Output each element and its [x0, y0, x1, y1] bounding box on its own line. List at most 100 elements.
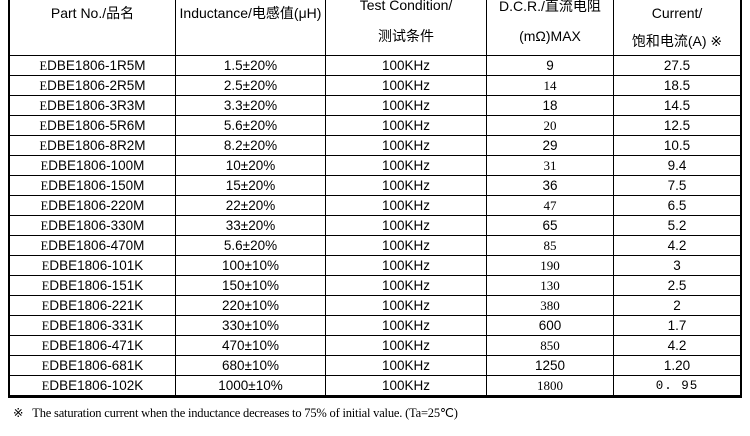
cell-part-number: E DBE1806-2R5M: [10, 76, 176, 96]
table-row: E DBE1806-100M 10±20% 100KHz 31 9.4: [10, 156, 740, 176]
cell-inductance: 150±10%: [176, 276, 326, 296]
table-body: E DBE1806-1R5M 1.5±20% 100KHz 9 27.5 E DBE1806-…: [10, 56, 740, 396]
cell-test-condition: 100KHz: [326, 336, 487, 356]
cell-saturation-current: 1.20: [614, 356, 740, 376]
cell-saturation-current: 27.5: [614, 56, 740, 76]
cell-part-number: E DBE1806-150M: [10, 176, 176, 196]
header-test-condition-label-cn: 测试条件: [378, 28, 434, 44]
cell-dcr: 85: [487, 236, 614, 256]
header-part-no-label: Part No./品名: [50, 5, 135, 21]
table-row: E DBE1806-150M 15±20% 100KHz 36 7.5: [10, 176, 740, 196]
cell-test-condition: 100KHz: [326, 356, 487, 376]
part-number-first-letter: E: [40, 178, 49, 193]
cell-test-condition: 100KHz: [326, 256, 487, 276]
cell-test-condition: 100KHz: [326, 76, 487, 96]
table-row: E DBE1806-101K 100±10% 100KHz 190 3: [10, 256, 740, 276]
cell-part-number: E DBE1806-681K: [10, 356, 176, 376]
cell-dcr: 18: [487, 96, 614, 116]
table-row: E DBE1806-220M 22±20% 100KHz 47 6.5: [10, 196, 740, 216]
part-number-first-letter: E: [39, 98, 48, 113]
cell-test-condition: 100KHz: [326, 56, 487, 76]
cell-dcr: 850: [487, 336, 614, 356]
cell-dcr: 9: [487, 56, 614, 76]
header-cell-current: Current/ 饱和电流(A) ※: [614, 0, 740, 56]
part-number-first-letter: E: [39, 58, 48, 73]
part-number-first-letter: E: [41, 298, 50, 313]
cell-dcr: 47: [487, 196, 614, 216]
header-inductance-label: Inductance/电感值(μH): [179, 5, 322, 21]
cell-dcr: 31: [487, 156, 614, 176]
header-current-label-cn: 饱和电流(A) ※: [631, 33, 723, 49]
cell-dcr: 36: [487, 176, 614, 196]
table-row: E DBE1806-471K 470±10% 100KHz 850 4.2: [10, 336, 740, 356]
part-number-first-letter: E: [40, 158, 49, 173]
inductor-spec-table: Part No./品名 Inductance/电感值(μH) Test Cond…: [8, 0, 742, 398]
header-test-condition-label-en: Test Condition/: [359, 0, 453, 13]
cell-saturation-current: 6.5: [614, 196, 740, 216]
cell-inductance: 470±10%: [176, 336, 326, 356]
cell-inductance: 15±20%: [176, 176, 326, 196]
saturation-current-footnote: ※ The saturation current when the inducta…: [13, 405, 458, 421]
table-row: E DBE1806-681K 680±10% 100KHz 1250 1.20: [10, 356, 740, 376]
part-number-first-letter: E: [41, 338, 50, 353]
cell-test-condition: 100KHz: [326, 156, 487, 176]
part-number-first-letter: E: [41, 318, 50, 333]
table-row: E DBE1806-221K 220±10% 100KHz 380 2: [10, 296, 740, 316]
cell-saturation-current: 2: [614, 296, 740, 316]
part-number-first-letter: E: [39, 138, 48, 153]
cell-part-number: E DBE1806-151K: [10, 276, 176, 296]
cell-dcr: 190: [487, 256, 614, 276]
cell-part-number: E DBE1806-470M: [10, 236, 176, 256]
cell-inductance: 10±20%: [176, 156, 326, 176]
cell-inductance: 220±10%: [176, 296, 326, 316]
header-cell-test-condition: Test Condition/ 测试条件: [326, 0, 487, 56]
cell-test-condition: 100KHz: [326, 96, 487, 116]
cell-inductance: 330±10%: [176, 316, 326, 336]
cell-test-condition: 100KHz: [326, 196, 487, 216]
header-dcr-label-en: D.C.R./直流电阻: [499, 0, 601, 14]
cell-part-number: E DBE1806-221K: [10, 296, 176, 316]
cell-dcr: 130: [487, 276, 614, 296]
cell-saturation-current: 4.2: [614, 236, 740, 256]
cell-test-condition: 100KHz: [326, 376, 487, 396]
cell-test-condition: 100KHz: [326, 136, 487, 156]
cell-test-condition: 100KHz: [326, 116, 487, 136]
cell-inductance: 3.3±20%: [176, 96, 326, 116]
part-number-first-letter: E: [41, 278, 50, 293]
cell-test-condition: 100KHz: [326, 276, 487, 296]
cell-part-number: E DBE1806-330M: [10, 216, 176, 236]
cell-inductance: 680±10%: [176, 356, 326, 376]
cell-dcr: 20: [487, 116, 614, 136]
cell-saturation-current: 10.5: [614, 136, 740, 156]
header-cell-part-no: Part No./品名: [10, 0, 176, 56]
cell-part-number: E DBE1806-331K: [10, 316, 176, 336]
table-row: E DBE1806-2R5M 2.5±20% 100KHz 14 18.5: [10, 76, 740, 96]
cell-inductance: 8.2±20%: [176, 136, 326, 156]
cell-saturation-current: 5.2: [614, 216, 740, 236]
table-header-row: Part No./品名 Inductance/电感值(μH) Test Cond…: [10, 0, 740, 56]
cell-saturation-current: 3: [614, 256, 740, 276]
table-row: E DBE1806-151K 150±10% 100KHz 130 2.5: [10, 276, 740, 296]
cell-dcr: 380: [487, 296, 614, 316]
cell-saturation-current: 2.5: [614, 276, 740, 296]
cell-saturation-current: 18.5: [614, 76, 740, 96]
table-row: E DBE1806-102K 1000±10% 100KHz 1800 0. 95: [10, 376, 740, 396]
cell-test-condition: 100KHz: [326, 296, 487, 316]
part-number-first-letter: E: [39, 118, 48, 133]
cell-part-number: E DBE1806-220M: [10, 196, 176, 216]
table-row: E DBE1806-330M 33±20% 100KHz 65 5.2: [10, 216, 740, 236]
header-cell-inductance: Inductance/电感值(μH): [176, 0, 326, 56]
cell-inductance: 2.5±20%: [176, 76, 326, 96]
header-current-label-en: Current/: [651, 5, 703, 21]
cell-saturation-current: 1.7: [614, 316, 740, 336]
cell-dcr: 65: [487, 216, 614, 236]
cell-saturation-current: 0. 95: [614, 376, 740, 396]
cell-test-condition: 100KHz: [326, 216, 487, 236]
table-row: E DBE1806-331K 330±10% 100KHz 600 1.7: [10, 316, 740, 336]
cell-test-condition: 100KHz: [326, 316, 487, 336]
part-number-first-letter: E: [40, 218, 49, 233]
cell-dcr: 1250: [487, 356, 614, 376]
table-row: E DBE1806-3R3M 3.3±20% 100KHz 18 14.5: [10, 96, 740, 116]
cell-test-condition: 100KHz: [326, 176, 487, 196]
